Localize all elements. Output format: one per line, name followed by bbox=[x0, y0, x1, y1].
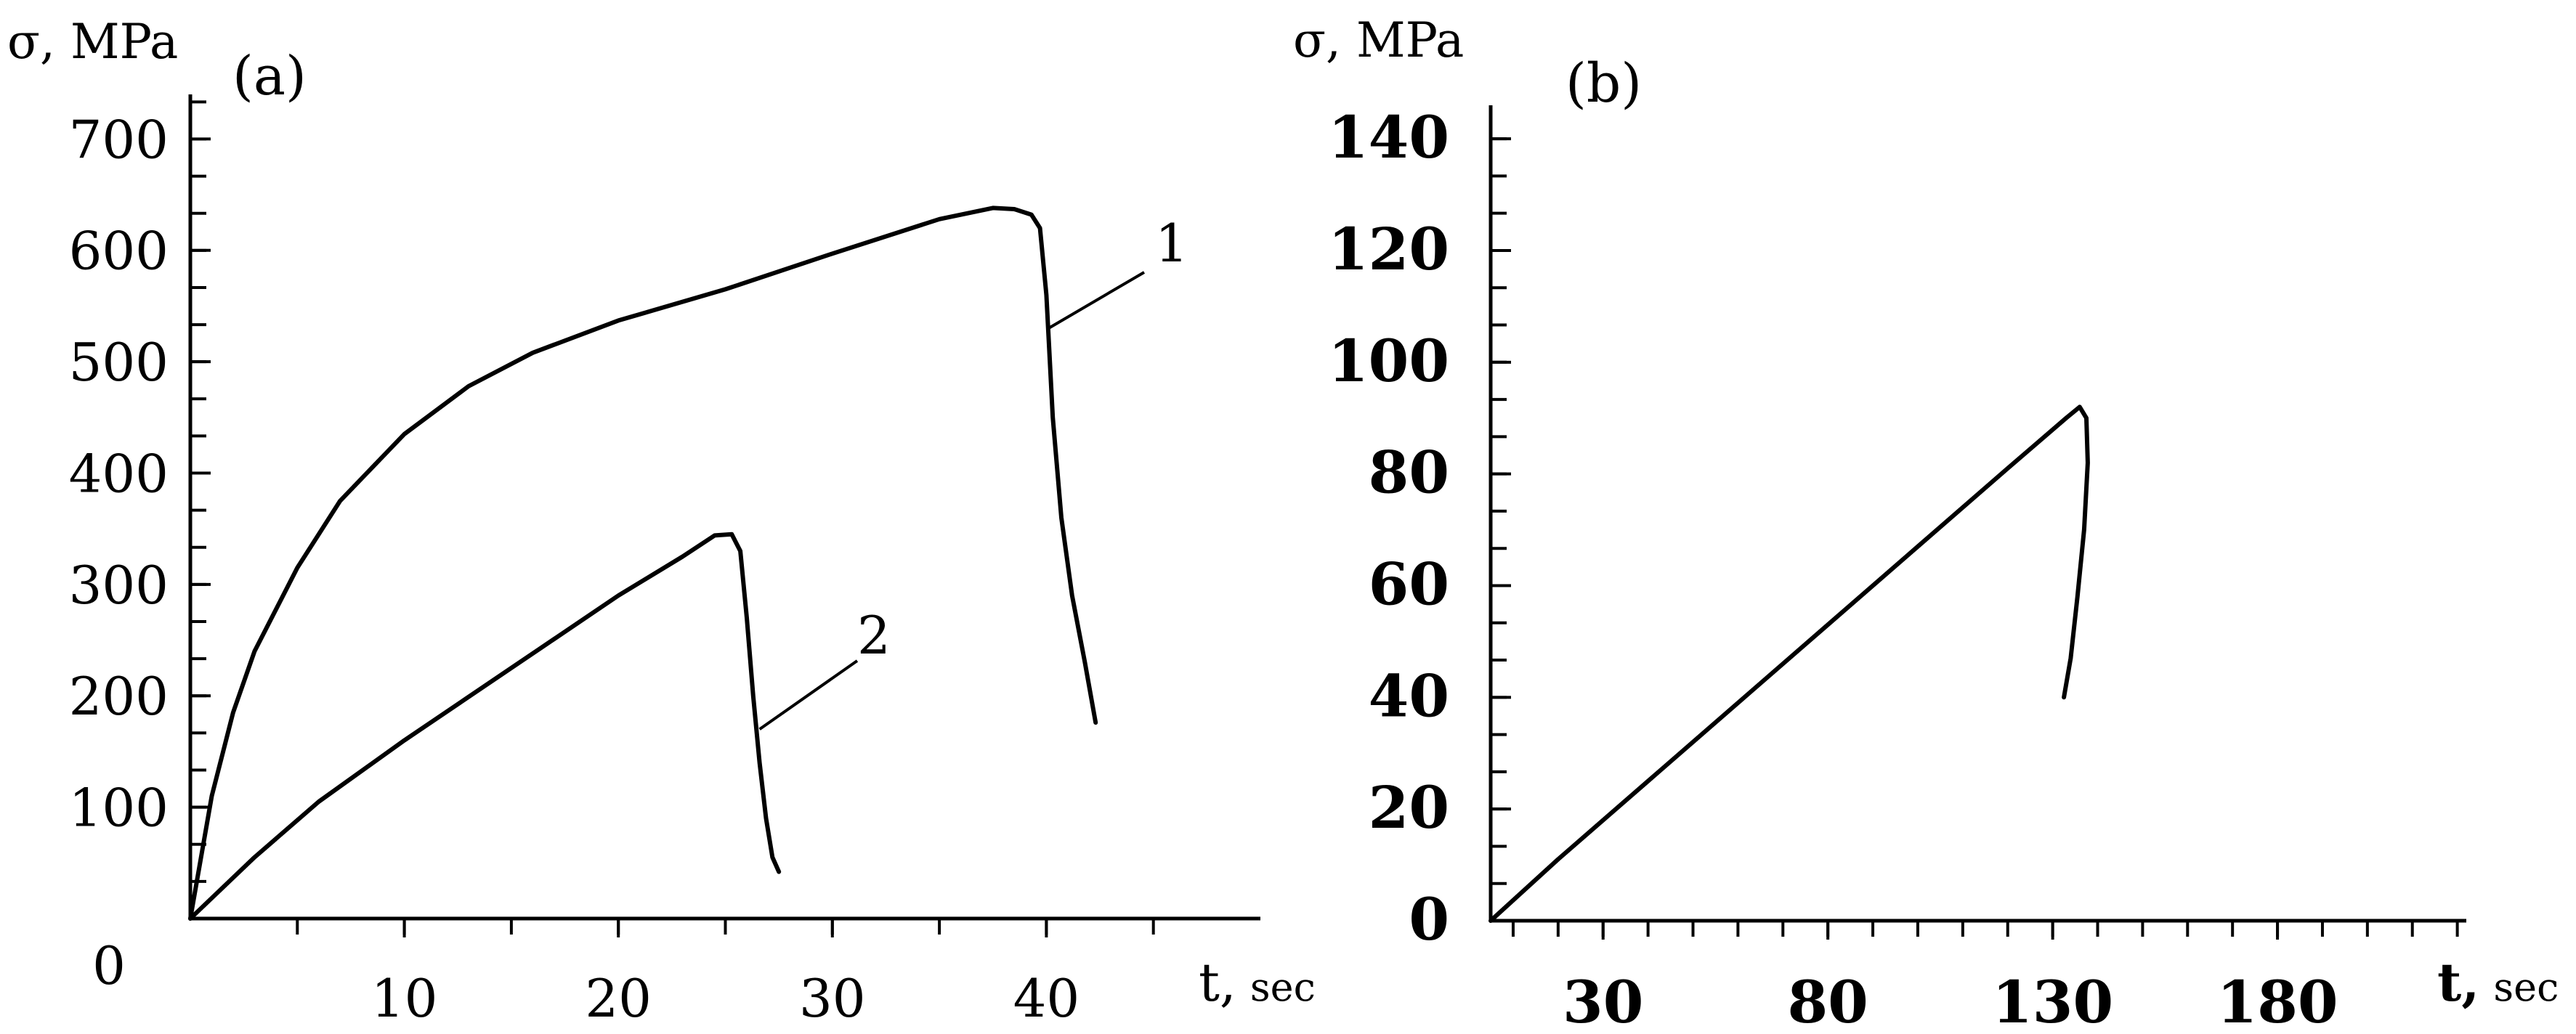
panel-a-xlabel-unit: sec bbox=[1250, 964, 1316, 1010]
panel-b-ylabel: σ, MPa bbox=[1293, 12, 1464, 68]
panel-b-y-tick-label: 100 bbox=[1328, 327, 1449, 395]
panel-a: σ, MPa (a) 0 100 200 300 400 500 600 700 10 20 30… bbox=[7, 14, 1316, 1029]
panel-a-y-tick-label: 700 bbox=[69, 109, 169, 170]
series-2-label: 2 bbox=[857, 605, 891, 666]
panel-a-axes bbox=[188, 94, 1260, 921]
series-1-label: 1 bbox=[1155, 213, 1188, 274]
panel-b-y-tick-label: 40 bbox=[1369, 661, 1449, 730]
panel-a-x-tick-label: 30 bbox=[799, 968, 866, 1029]
panel-b-series-1-line bbox=[1489, 404, 2090, 923]
panel-a-y-tick-label: 300 bbox=[69, 555, 169, 616]
panel-a-x-tick-label: 10 bbox=[371, 968, 438, 1029]
panel-a-xlabel: t, sec bbox=[1199, 952, 1316, 1013]
panel-b-y-tick-label: 140 bbox=[1328, 103, 1449, 171]
panel-a-x-tick-label: 20 bbox=[585, 968, 652, 1029]
panel-a-ylabel: σ, MPa bbox=[7, 14, 178, 70]
panel-a-series: 12 bbox=[188, 205, 1188, 921]
panel-b-series bbox=[1489, 404, 2090, 923]
panel-a-x-tick-label: 40 bbox=[1013, 968, 1080, 1029]
panel-b-x-tick-label: 80 bbox=[1788, 968, 1868, 1030]
panel-b-xlabel: t, sec bbox=[2437, 951, 2559, 1013]
panel-a-series-2-line bbox=[188, 532, 782, 921]
panel-a-origin-label: 0 bbox=[92, 935, 126, 996]
series-1-leader-line bbox=[1048, 271, 1146, 330]
panel-b-x-tick-label: 30 bbox=[1563, 968, 1643, 1030]
panel-a-y-tick-label: 600 bbox=[69, 221, 169, 282]
panel-b-y-tick-label: 20 bbox=[1369, 773, 1449, 842]
panel-b-axes bbox=[1489, 105, 2466, 923]
panel-a-y-tick-label: 500 bbox=[69, 332, 169, 393]
panel-b-y-tick-label: 60 bbox=[1369, 550, 1449, 618]
panel-a-y-tick-label: 400 bbox=[69, 443, 169, 504]
panel-a-y-tick-label: 200 bbox=[69, 666, 169, 727]
panel-b-label: (b) bbox=[1566, 52, 1642, 115]
panel-b-ticks: 0 20 40 60 80 100 120 140 30 80 130 180 bbox=[1328, 103, 2459, 1034]
svg-text:t, sec: t, sec bbox=[2437, 951, 2559, 1013]
panel-a-xlabel-main: t, bbox=[1199, 952, 1236, 1013]
panel-b-y-tick-label: 120 bbox=[1328, 215, 1449, 283]
panel-a-series-1-line bbox=[188, 205, 1098, 921]
series-2-leader-line bbox=[758, 659, 859, 730]
panel-b-xlabel-unit: sec bbox=[2493, 964, 2559, 1010]
panel-a-y-tick-label: 100 bbox=[69, 778, 169, 839]
panel-b-y-tick-label: 0 bbox=[1409, 885, 1449, 953]
svg-text:t, sec: t, sec bbox=[1199, 952, 1316, 1013]
panel-b-xlabel-main: t, bbox=[2437, 951, 2479, 1013]
panel-b-x-tick-label: 130 bbox=[1992, 968, 2113, 1030]
panel-b-y-tick-label: 80 bbox=[1369, 439, 1449, 507]
panel-a-label: (a) bbox=[232, 45, 307, 107]
panel-b-x-tick-label: 180 bbox=[2217, 968, 2338, 1030]
